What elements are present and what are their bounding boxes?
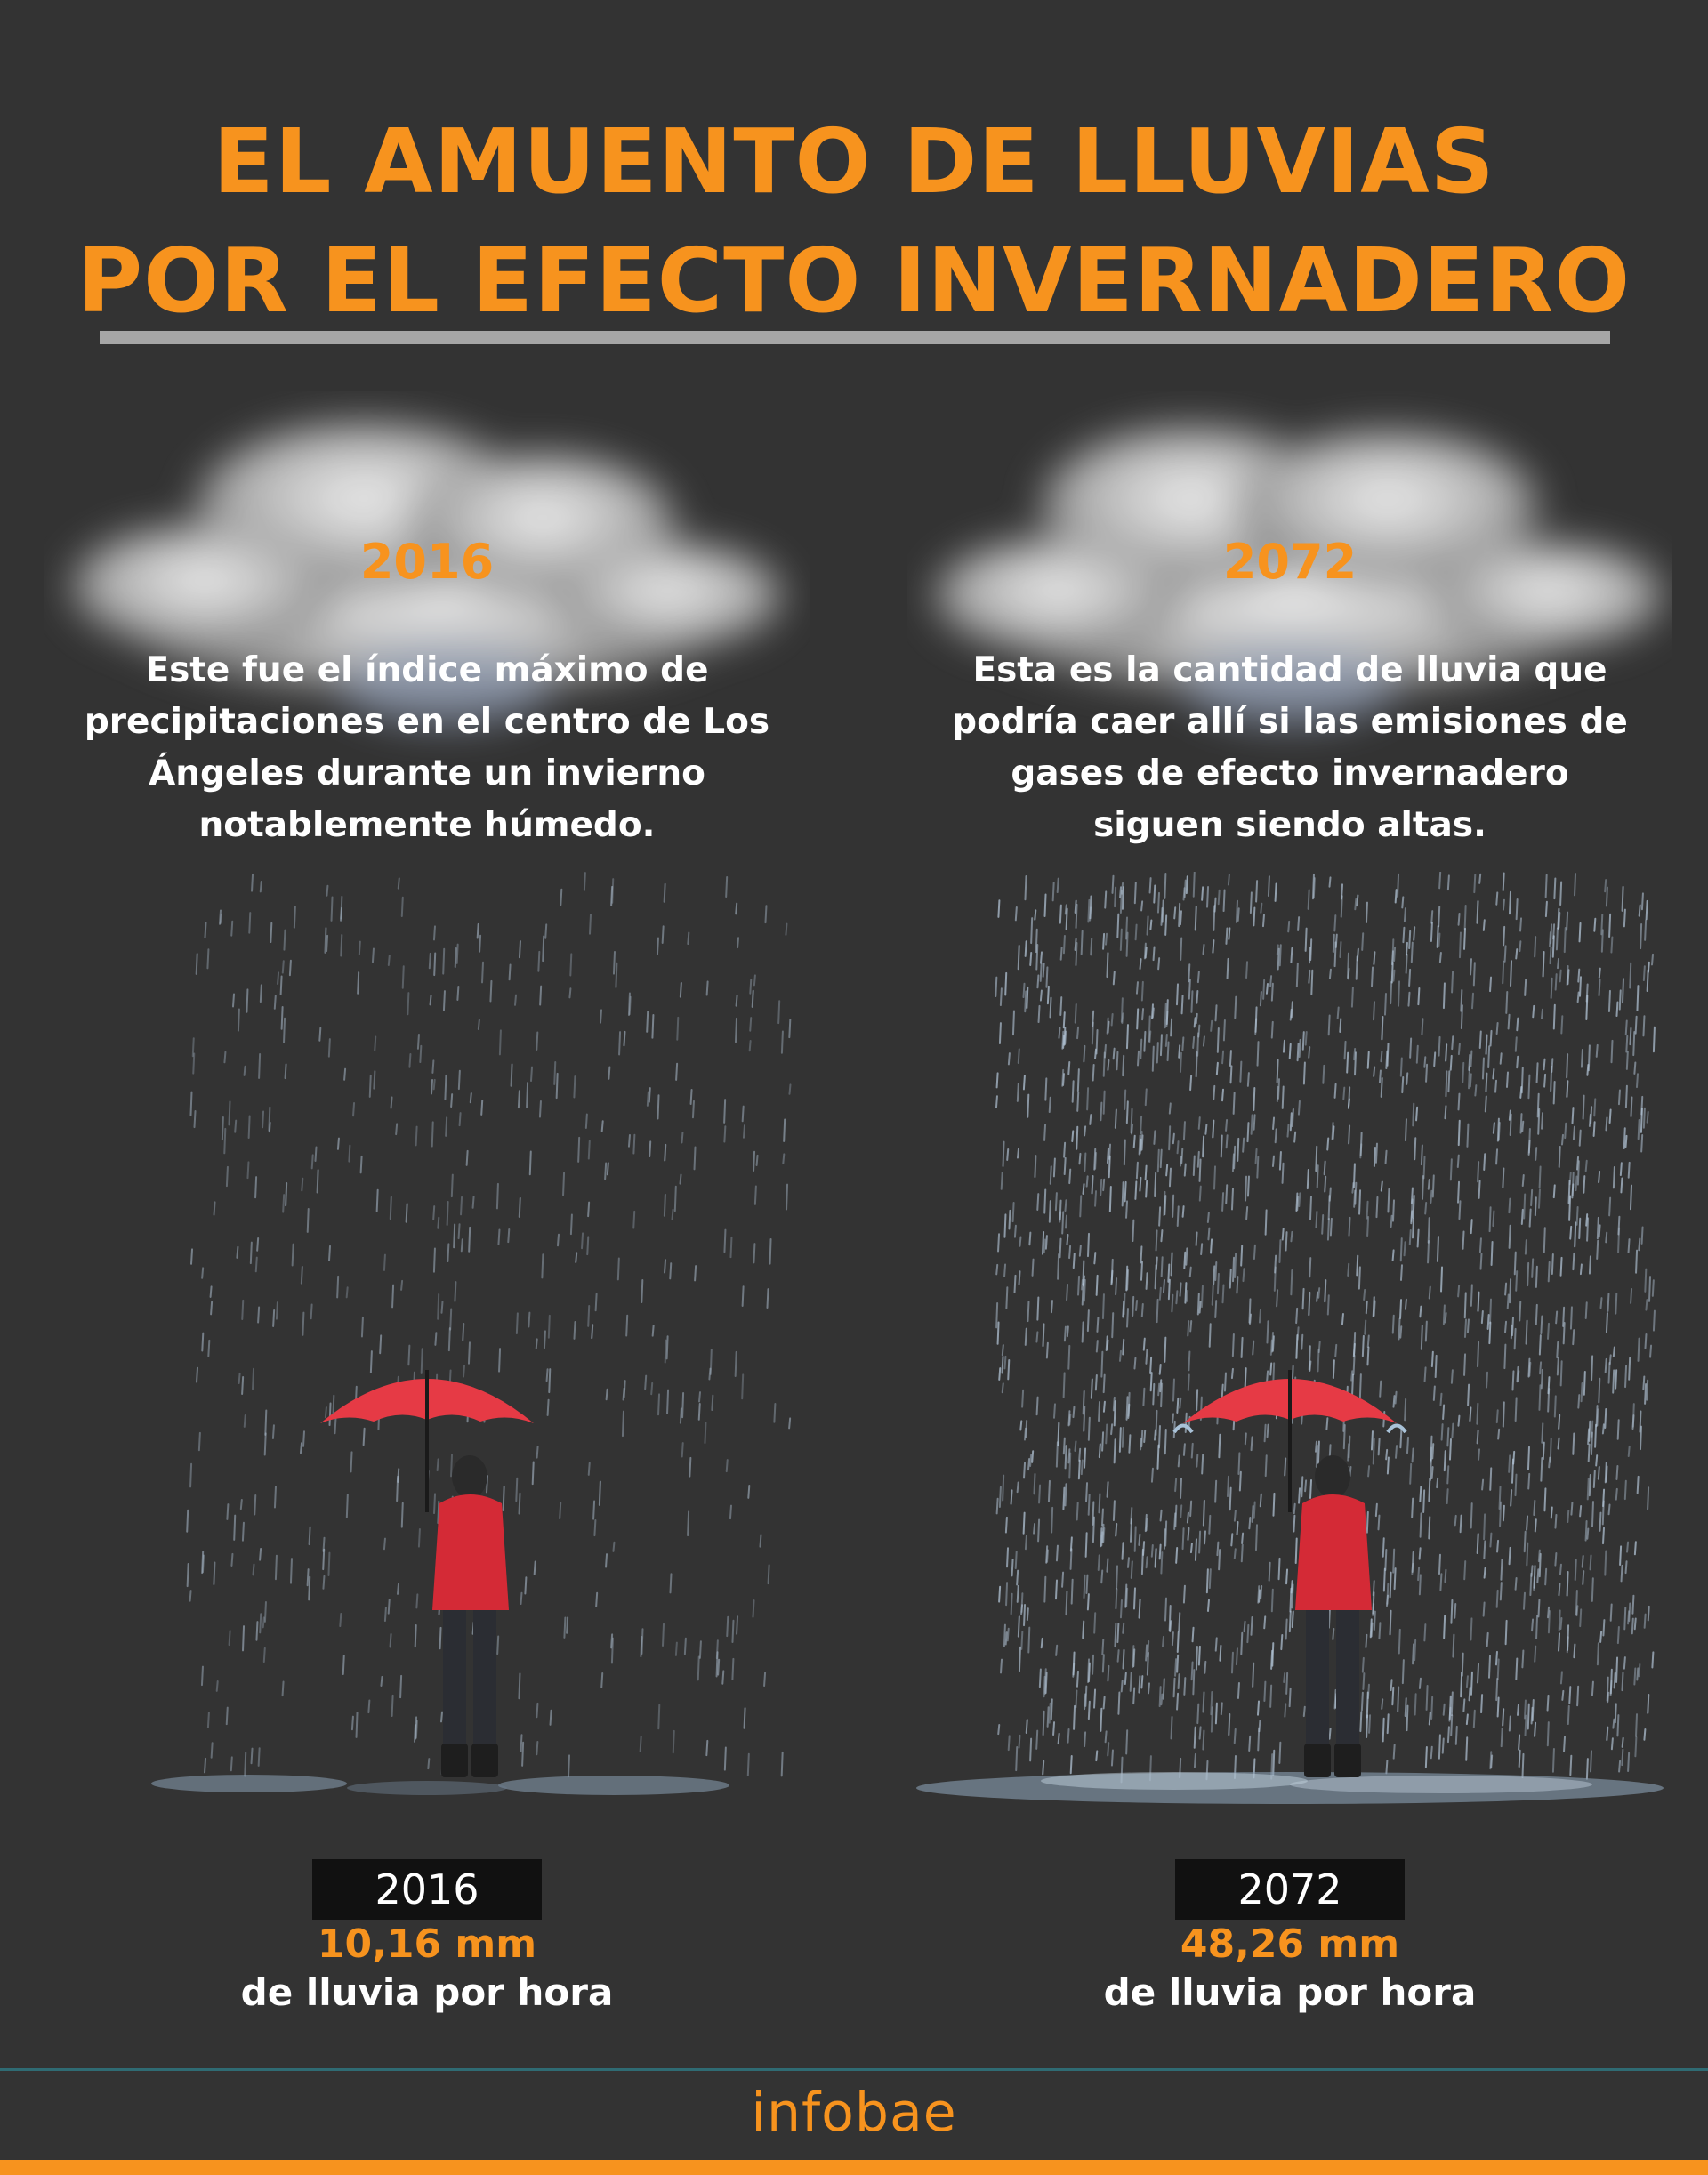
footer-divider	[0, 2068, 1708, 2071]
title-line-1: EL AMUENTO DE LLUVIAS	[213, 109, 1495, 213]
panel-description: Este fue el índice máximo de precipitaci…	[84, 650, 770, 845]
page-title: EL AMUENTO DE LLUVIAS POR EL EFECTO INVE…	[0, 102, 1708, 341]
stat-label: de lluvia por hora	[1103, 1970, 1477, 2014]
woman-umbrella-icon	[320, 1370, 534, 1777]
infobae-logo: infobae	[751, 2082, 957, 2144]
cloud-icon	[934, 427, 1664, 725]
stat-2072: 2072 48,26 mm de lluvia por hora	[907, 1859, 1672, 2018]
rain-illustration-heavy	[916, 872, 1664, 1804]
stat-year-badge: 2016	[312, 1859, 542, 1920]
woman-umbrella-icon	[1172, 1370, 1407, 1777]
stat-2016: 2016 10,16 mm de lluvia por hora	[44, 1859, 810, 2018]
stat-amount: 48,26 mm	[1180, 1921, 1400, 1967]
cloud-icon	[71, 423, 783, 725]
rain-illustration-light	[151, 872, 792, 1795]
panel-2072: 2072 Esta es la cantidad de lluvia que p…	[907, 391, 1672, 1833]
panel-year: 2072	[1222, 534, 1358, 590]
footer-bar	[0, 2160, 1708, 2175]
panel-2016: 2016 Este fue el índice máximo de precip…	[44, 391, 810, 1833]
stat-label: de lluvia por hora	[240, 1970, 614, 2014]
title-divider	[100, 331, 1610, 344]
title-line-2: POR EL EFECTO INVERNADERO	[77, 229, 1631, 333]
panel-description: Esta es la cantidad de lluvia que podría…	[952, 650, 1628, 845]
stat-year-badge: 2072	[1175, 1859, 1405, 1920]
stat-amount: 10,16 mm	[317, 1921, 537, 1967]
panel-year: 2016	[359, 534, 495, 590]
